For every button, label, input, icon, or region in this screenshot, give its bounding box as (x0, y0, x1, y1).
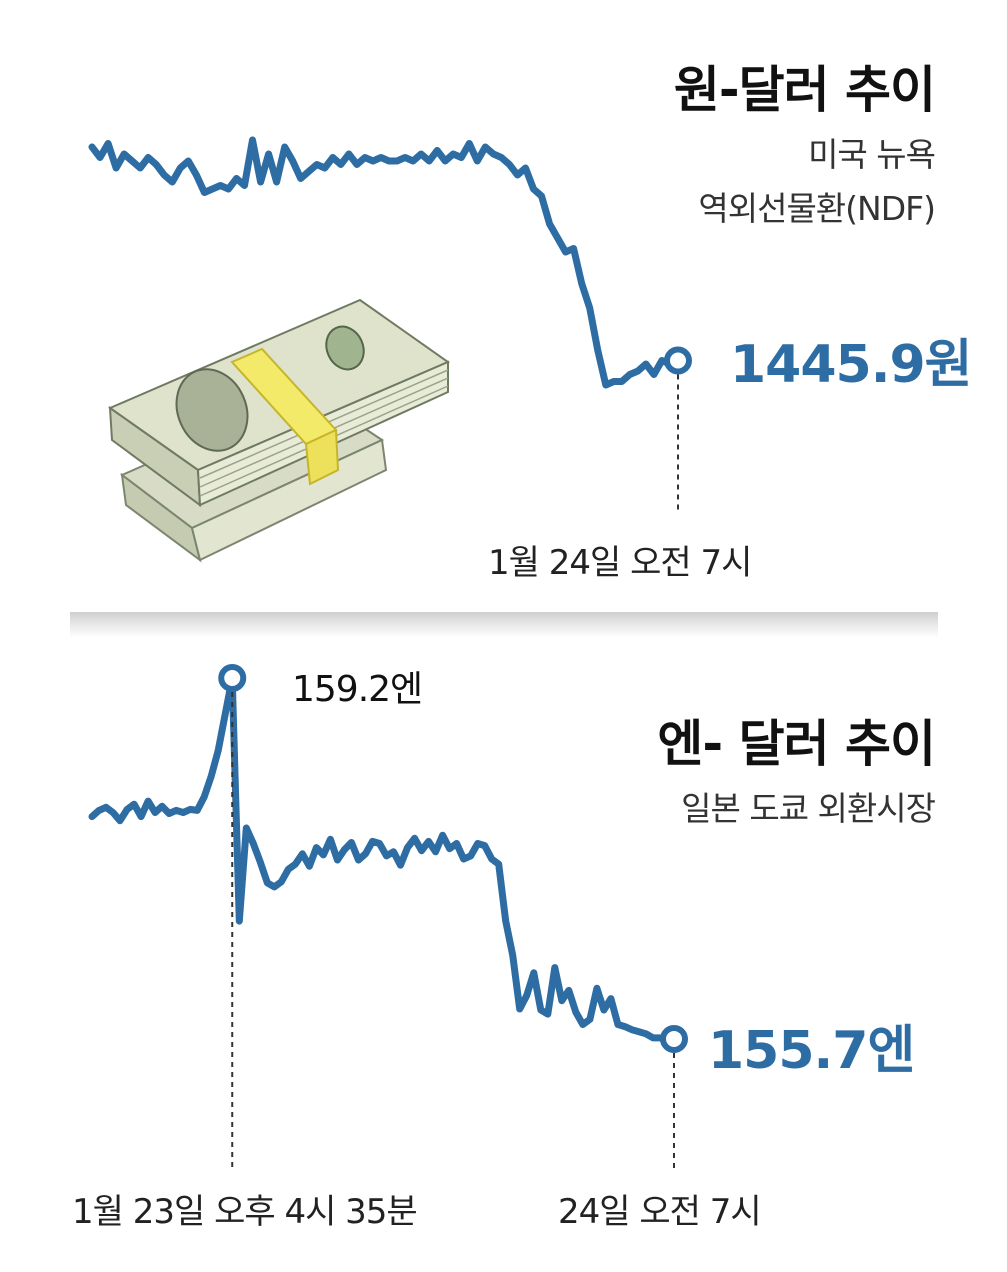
yen-dollar-series-line (88, 674, 678, 1044)
section-divider (70, 612, 938, 638)
won-dollar-end-point (664, 346, 692, 375)
won-dollar-subtitle-line1: 미국 뉴욕 (808, 135, 936, 174)
won-dollar-subtitle-line2: 역외선물환(NDF) (698, 189, 936, 228)
yen-dollar-peak-time: 1월 23일 오후 4시 35분 (72, 1192, 418, 1232)
yen-dollar-subtitle: 일본 도쿄 외환시장 (681, 789, 936, 828)
yen-dollar-title: 엔- 달러 추이 (657, 715, 936, 773)
yen-dollar-end-point (660, 1024, 688, 1053)
won-dollar-title: 원-달러 추이 (673, 61, 936, 119)
won-dollar-end-time: 1월 24일 오전 7시 (488, 543, 752, 583)
yen-dollar-panel: 159.2엔 엔- 달러 추이 일본 도쿄 외환시장 155.7엔 1월 23일… (0, 612, 1007, 1272)
won-dollar-series-line (88, 136, 682, 389)
yen-dollar-end-time: 24일 오전 7시 (558, 1192, 762, 1232)
yen-dollar-chart (88, 664, 688, 1172)
yen-dollar-peak-point (218, 664, 247, 692)
won-dollar-panel: 원-달러 추이 미국 뉴욕 역외선물환(NDF) 1445.9원 1월 24일 … (0, 0, 1007, 612)
won-dollar-chart (88, 136, 692, 563)
yen-dollar-end-value: 155.7엔 (708, 1021, 915, 1081)
yen-dollar-peak-value: 159.2엔 (292, 669, 423, 710)
dollar-stack-icon (107, 298, 451, 563)
won-dollar-end-value: 1445.9원 (730, 335, 973, 395)
